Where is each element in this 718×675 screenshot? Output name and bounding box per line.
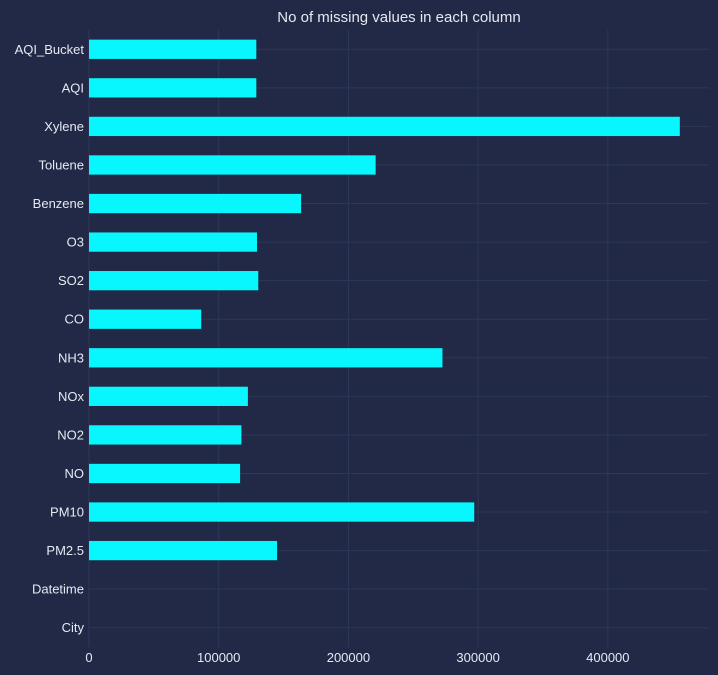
bar-aqi [89, 78, 257, 98]
bar-pm10 [89, 502, 475, 522]
y-tick-label: PM2.5 [46, 543, 84, 558]
bar-aqi-bucket [89, 39, 257, 59]
bar-no2 [89, 425, 242, 445]
bar-nox [89, 386, 248, 406]
bar-xylene [89, 116, 680, 137]
bar-benzene [89, 193, 302, 214]
y-tick-label: SO2 [58, 273, 84, 288]
y-tick-label: AQI_Bucket [15, 42, 85, 57]
x-tick-label: 400000 [586, 650, 629, 665]
y-tick-label: NOx [58, 389, 85, 404]
y-tick-label: Benzene [33, 196, 84, 211]
y-tick-label: Xylene [44, 119, 84, 134]
x-tick-label: 200000 [327, 650, 370, 665]
y-tick-label: O3 [67, 235, 84, 250]
bar-co [89, 309, 202, 329]
y-tick-label: Datetime [32, 582, 84, 597]
y-tick-label: CO [65, 312, 85, 327]
chart-title: No of missing values in each column [277, 9, 520, 26]
bars [89, 39, 680, 561]
bar-nh3 [89, 348, 443, 368]
y-tick-label: NO2 [57, 427, 84, 442]
y-tick-labels: City Datetime PM2.5 PM10 NO NO2 NOx NH3 CO SO2 O3 B… [15, 42, 85, 635]
bar-o3 [89, 232, 257, 252]
x-tick-labels: 0 100000 200000 300000 400000 [85, 650, 629, 665]
y-tick-label: NH3 [58, 350, 84, 365]
x-tick-label: 100000 [197, 650, 240, 665]
y-tick-label: PM10 [50, 505, 84, 520]
bar-so2 [89, 271, 259, 291]
y-tick-label: AQI [62, 80, 84, 95]
x-tick-label: 0 [85, 650, 92, 665]
y-tick-label: Toluene [38, 157, 84, 172]
y-tick-label: City [62, 620, 85, 635]
bar-no [89, 463, 241, 484]
bar-toluene [89, 155, 376, 175]
y-tick-label: NO [65, 466, 85, 481]
bar-pm2-5 [89, 540, 278, 561]
x-tick-label: 300000 [456, 650, 499, 665]
